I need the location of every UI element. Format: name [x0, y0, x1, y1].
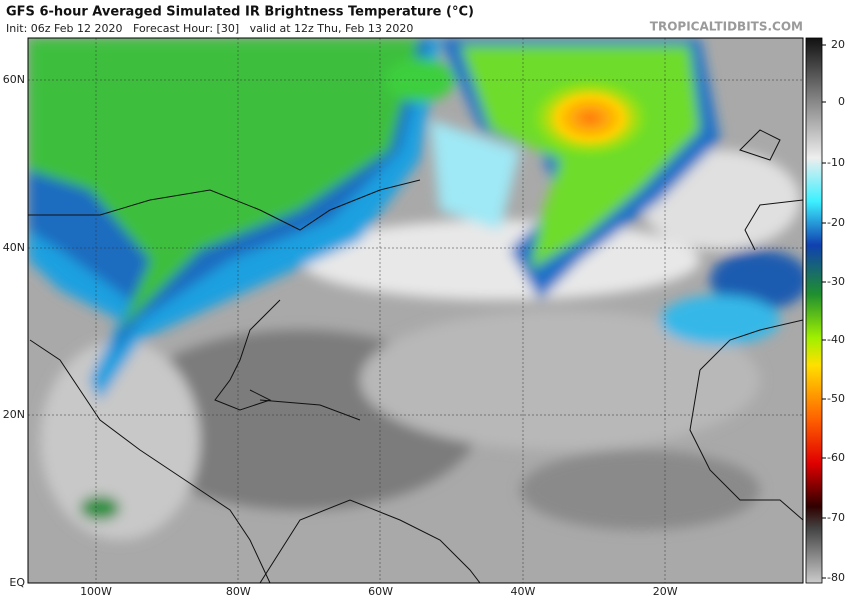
title: GFS 6-hour Averaged Simulated IR Brightn…: [6, 5, 474, 20]
lon-label: 100W: [80, 585, 112, 598]
colorbar-tick-label: -70: [827, 511, 845, 524]
lon-label: 40W: [510, 585, 535, 598]
lat-label: 20N: [3, 408, 25, 421]
map-frame: [27, 37, 804, 584]
colorbar-tick-label: 0: [838, 95, 845, 108]
colorbar-tick-label: -80: [827, 571, 845, 584]
colorbar-tick-label: -40: [827, 333, 845, 346]
lon-label: 60W: [368, 585, 393, 598]
subtitle: Init: 06z Feb 12 2020 Forecast Hour: [30…: [6, 22, 413, 35]
lon-label: 20W: [653, 585, 678, 598]
lon-label: 80W: [226, 585, 251, 598]
colorbar: [805, 37, 823, 584]
colorbar-tick-label: -30: [827, 275, 845, 288]
colorbar-tick-label: -60: [827, 451, 845, 464]
colorbar-tick-label: -10: [827, 156, 845, 169]
colorbar-tick-label: -50: [827, 392, 845, 405]
colorbar-tick-label: -20: [827, 216, 845, 229]
coastlines: [28, 129, 803, 583]
lat-label: EQ: [9, 576, 25, 589]
satellite-map: [28, 38, 803, 583]
lat-label: 60N: [3, 73, 25, 86]
colorbar-tick-label: 20: [831, 38, 845, 51]
lat-label: 40N: [3, 241, 25, 254]
site-name: TROPICALTIDBITS.COM: [650, 20, 803, 34]
